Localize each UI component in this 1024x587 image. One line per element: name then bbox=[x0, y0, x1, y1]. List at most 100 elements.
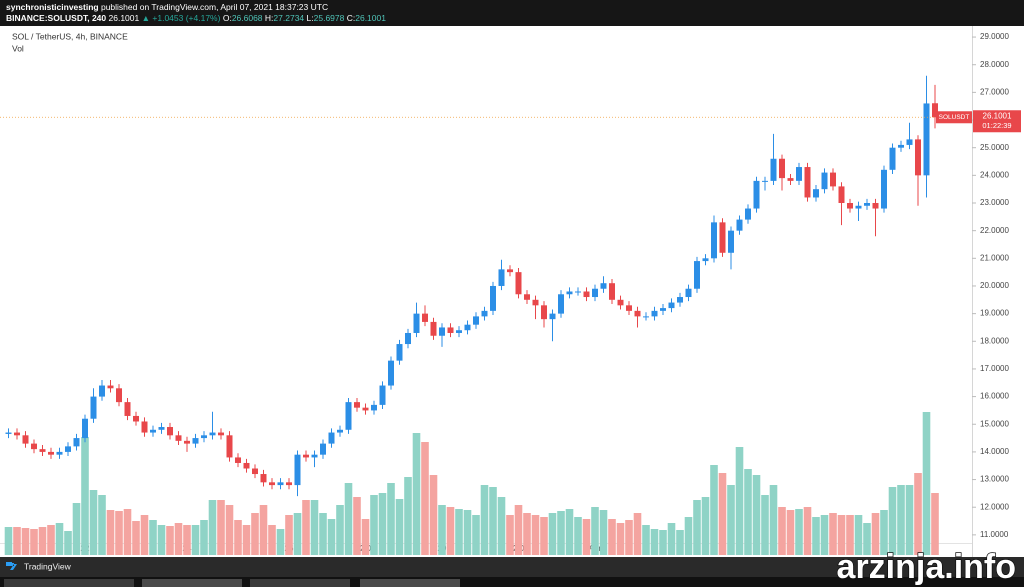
brand-logo bbox=[6, 562, 17, 570]
chart: SOL / TetherUS, 4h, BINANCE Vol TradingV… bbox=[0, 26, 1024, 587]
ohlc-label: C: bbox=[346, 13, 356, 23]
volume-bar bbox=[302, 500, 310, 555]
volume-bar bbox=[81, 437, 89, 555]
author: synchronisticinvesting bbox=[6, 2, 99, 12]
volume-bar bbox=[72, 503, 81, 555]
y-tick-label: 11.0000 bbox=[980, 530, 1009, 539]
volume-bar bbox=[140, 515, 149, 555]
volume-bar bbox=[599, 510, 608, 555]
taskbar-tab bbox=[360, 579, 460, 587]
volume-bar bbox=[429, 475, 438, 555]
volume-bar bbox=[276, 529, 285, 555]
volume-bar bbox=[64, 531, 72, 555]
footer-bar bbox=[0, 557, 1024, 577]
candle-body bbox=[762, 180, 768, 182]
volume-bar bbox=[4, 527, 13, 555]
volume-bar bbox=[472, 515, 480, 555]
volume-bar bbox=[591, 507, 599, 555]
volume-bar bbox=[157, 525, 166, 555]
volume-bar bbox=[540, 517, 548, 555]
candle-body bbox=[490, 285, 496, 311]
candle-body bbox=[277, 482, 284, 486]
taskbar-tab bbox=[4, 579, 134, 587]
candle-body bbox=[22, 435, 29, 444]
candle-body bbox=[150, 429, 156, 433]
volume-bar bbox=[378, 493, 387, 555]
candle-body bbox=[694, 261, 700, 289]
ohlc-value: 26.6068 bbox=[231, 13, 263, 23]
candle-body bbox=[515, 272, 522, 295]
volume-bar bbox=[327, 519, 336, 555]
candle-body bbox=[864, 203, 870, 206]
volume-bar bbox=[735, 447, 744, 555]
y-tick-label: 14.0000 bbox=[980, 447, 1009, 456]
volume-bar bbox=[293, 513, 302, 555]
candle-body bbox=[668, 302, 675, 309]
candle-body bbox=[124, 402, 131, 416]
volume-bar bbox=[47, 525, 55, 555]
volume-bar bbox=[616, 523, 625, 555]
candle-body bbox=[464, 324, 471, 331]
volume-bar bbox=[361, 519, 370, 555]
candle-body bbox=[226, 435, 233, 458]
candle-body bbox=[745, 208, 751, 220]
volume-bar bbox=[319, 513, 327, 555]
volume-bar bbox=[438, 505, 446, 555]
volume-label: Vol bbox=[12, 43, 24, 53]
volume-bar bbox=[310, 500, 319, 555]
volume-bar bbox=[251, 513, 259, 555]
candle-body bbox=[617, 299, 624, 306]
volume-bar bbox=[548, 513, 557, 555]
candle-body bbox=[736, 219, 743, 231]
y-tick-label: 18.0000 bbox=[980, 336, 1009, 345]
candle-body bbox=[855, 205, 862, 209]
volume-bar bbox=[98, 495, 106, 555]
ohlc-o: O:26.6068 bbox=[223, 13, 263, 23]
volume-bar bbox=[115, 511, 123, 555]
volume-bar bbox=[395, 499, 404, 555]
volume-bar bbox=[38, 527, 47, 555]
publish-line: synchronisticinvesting published on Trad… bbox=[6, 2, 1018, 13]
candle-body bbox=[524, 294, 530, 300]
price: 26.1001 bbox=[108, 13, 140, 23]
candle-body bbox=[583, 291, 590, 298]
candle-body bbox=[354, 402, 360, 408]
candle-body bbox=[932, 103, 938, 118]
candle-body bbox=[405, 332, 411, 345]
candle-body bbox=[388, 360, 394, 386]
candle-body bbox=[243, 462, 250, 469]
candle-body bbox=[532, 299, 539, 306]
y-tick-label: 19.0000 bbox=[980, 309, 1009, 318]
volume-bar bbox=[225, 505, 234, 555]
volume-bar bbox=[353, 497, 361, 555]
ohlc-value: 26.1001 bbox=[355, 13, 386, 23]
volume-bar bbox=[21, 528, 30, 555]
volume-bar bbox=[208, 500, 217, 555]
candle-body bbox=[430, 321, 437, 336]
volume-bar bbox=[795, 509, 803, 555]
volume-bar bbox=[761, 495, 769, 555]
volume-bar bbox=[523, 513, 531, 555]
volume-bar bbox=[837, 515, 846, 555]
volume-bar bbox=[489, 487, 497, 555]
candle-body bbox=[14, 432, 20, 436]
y-tick-label: 25.0000 bbox=[980, 143, 1009, 152]
price-tag bbox=[973, 110, 1021, 133]
volume-bar bbox=[123, 509, 132, 555]
volume-bar bbox=[565, 509, 574, 555]
symbol-tag-label: SOLUSDT bbox=[939, 114, 970, 121]
candle-body bbox=[507, 269, 513, 273]
candle-body bbox=[719, 222, 726, 253]
ohlc-label: L: bbox=[306, 13, 314, 23]
candle-body bbox=[753, 180, 760, 209]
y-tick-label: 21.0000 bbox=[980, 253, 1009, 262]
volume-bar bbox=[922, 412, 931, 555]
candle-body bbox=[838, 186, 845, 203]
volume-bar bbox=[421, 442, 429, 555]
candle-body bbox=[447, 327, 454, 333]
volume-bar bbox=[642, 525, 650, 555]
y-tick-label: 16.0000 bbox=[980, 392, 1009, 401]
volume-bar bbox=[863, 523, 871, 555]
candle-body bbox=[90, 396, 97, 419]
volume-bar bbox=[931, 493, 939, 555]
